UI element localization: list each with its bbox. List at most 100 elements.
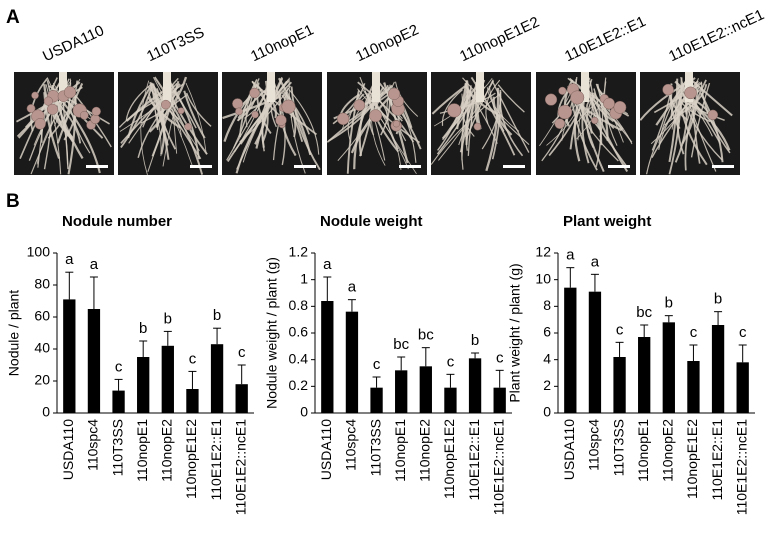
root [183,90,206,139]
y-tick-label: 10 [535,270,551,286]
root [497,84,525,113]
root [261,93,269,152]
nodule [392,120,400,128]
nodule [353,99,366,112]
nodule [473,122,482,131]
bar [588,291,602,413]
bar [370,387,383,413]
nodule [387,87,401,101]
strain-label: 110nopE1E2 [457,14,542,66]
scale-bar [712,165,734,168]
significance-letter: c [115,358,123,375]
root [125,83,152,122]
error-bar [495,369,504,388]
bar [638,337,651,413]
error-bar [566,267,575,288]
y-tick-label: 0 [42,404,50,420]
x-tick-label: 110spc4 [343,419,359,471]
nodule [603,97,615,110]
root [54,78,81,127]
error-bar [139,340,148,357]
x-tick-label: 110nopE1 [392,419,408,482]
bar [186,389,199,413]
x-tick-label: 110nopE1 [134,419,150,482]
bar [736,362,749,413]
y-tick-label: 0.6 [289,324,309,340]
root [152,83,170,160]
root [364,90,421,144]
error-bar [323,276,332,301]
stem [267,72,275,102]
x-tick-label: 110nopE2 [159,419,175,482]
x-tick-label: 110nopE2 [417,419,433,482]
bar [687,361,700,413]
root [690,79,733,117]
y-tick-label: 0.2 [289,377,309,393]
nodule [63,86,77,99]
y-axis-label: Plant weight / plant (g) [507,263,523,402]
significance-letter: a [90,256,99,273]
bar [345,311,359,413]
error-bar [347,299,356,312]
scale-bar [608,165,630,168]
nodule [177,107,185,115]
root [140,80,150,176]
nodule [90,114,101,125]
y-tick-label: 1 [300,270,308,286]
root [465,79,494,140]
significance-letter: a [348,279,357,296]
bar [63,299,76,413]
nodule [554,118,566,129]
nodule [570,90,585,105]
scale-bar [86,165,108,168]
x-tick-label: 110nopE1E2 [441,419,457,499]
nodule [34,118,46,130]
root [465,86,498,144]
significance-letter: b [714,291,722,308]
root [431,85,467,115]
root [151,80,180,157]
bar [137,357,150,413]
y-tick-label: 100 [27,244,51,260]
x-tick-label: 110T3SS [367,419,383,476]
nodule [232,98,243,110]
significance-letter: c [616,321,624,338]
nodule [369,109,383,123]
root [690,82,711,158]
photo [326,72,427,175]
nodule [275,114,287,126]
photo [222,72,322,175]
y-tick-label: 0.4 [289,350,309,366]
significance-letter: b [213,307,221,324]
nodule [707,109,719,121]
error-bar [397,356,406,371]
root [157,91,182,138]
nodule [591,116,599,125]
root [464,82,477,137]
nodule [249,87,260,99]
y-tick-label: 20 [34,372,50,388]
bar [564,287,577,413]
y-tick-label: 40 [34,340,50,356]
significance-letter: c [238,344,246,361]
bar [87,309,101,413]
bar [711,325,725,413]
y-tick-label: 6 [543,324,551,340]
nodule [46,103,59,115]
error-bar [615,341,624,357]
x-tick-label: 110E1E2::E1 [709,419,725,501]
significance-letter: c [373,356,381,373]
root [680,76,717,172]
y-tick-label: 4 [543,350,551,366]
nodule [447,103,462,118]
x-tick-label: 110T3SS [610,419,626,476]
root [699,92,724,163]
x-tick-label: USDA110 [561,419,577,480]
nodule [184,122,192,131]
error-bar [640,324,649,337]
root [185,92,212,127]
x-tick-label: 110spc4 [586,419,602,471]
photo [536,72,636,175]
panel-label: A [6,7,20,28]
